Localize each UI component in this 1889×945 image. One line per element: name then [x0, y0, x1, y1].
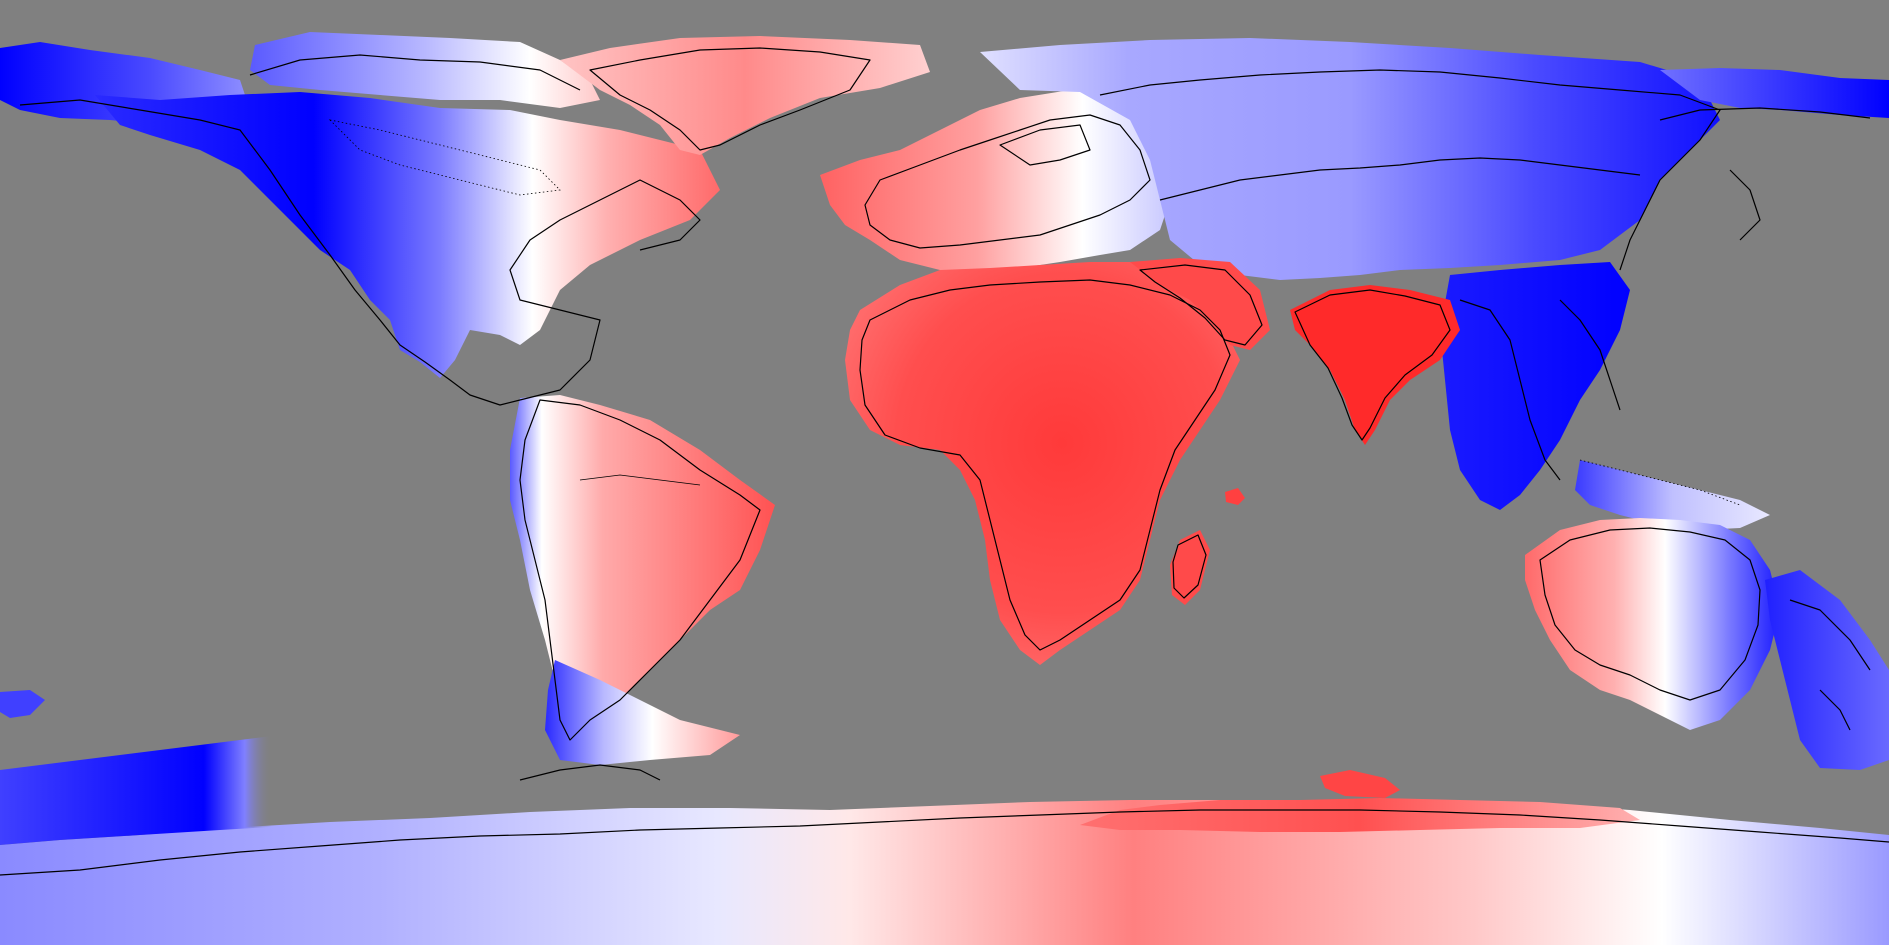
region-madagascar: [1170, 530, 1210, 605]
region-antarctica-red-coast: [1080, 798, 1640, 832]
region-red-patch-indian-ocean: [1225, 488, 1245, 505]
region-chukotka: [1660, 68, 1889, 118]
region-north-america: [0, 32, 720, 378]
region-asia: [980, 38, 1889, 530]
region-antarctica-peninsula: [0, 690, 680, 845]
region-africa: [845, 262, 1240, 665]
coastlines: [0, 47, 1889, 876]
region-antarctica: [0, 690, 1889, 945]
region-arabia: [1130, 258, 1270, 350]
region-europe: [820, 90, 1170, 272]
region-siberia: [980, 38, 1720, 280]
region-greenland: [560, 36, 930, 155]
region-indonesia: [1575, 460, 1770, 530]
region-new-zealand: [1765, 570, 1889, 770]
region-antarctica-red-island: [1320, 770, 1400, 798]
region-north-america-mainland: [95, 92, 720, 378]
region-india: [1290, 285, 1460, 445]
region-south-america-north: [510, 395, 775, 715]
region-australia-mainland: [1525, 518, 1780, 730]
region-australia: [0, 518, 1889, 770]
region-arctic-canada: [250, 32, 600, 108]
region-pacific-edge: [0, 690, 45, 718]
region-africa-middle-east: [845, 258, 1460, 665]
